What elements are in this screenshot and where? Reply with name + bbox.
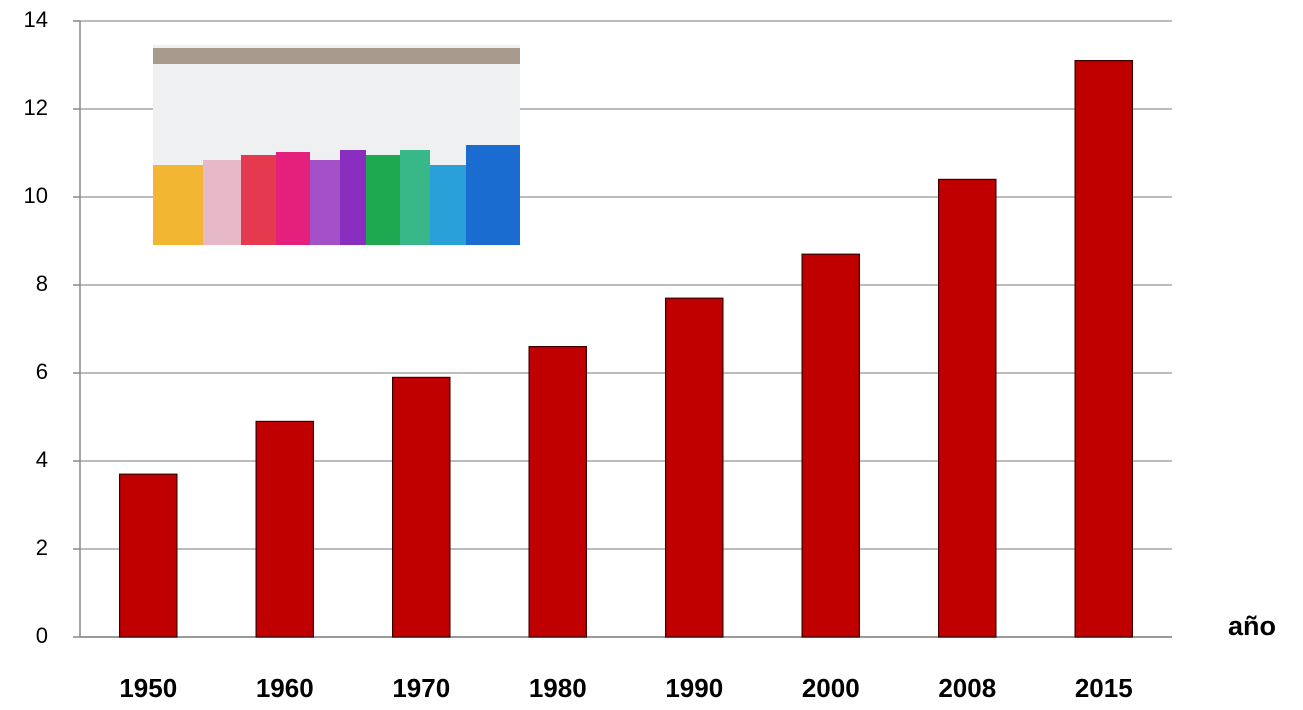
- y-tick-label: 0: [36, 623, 48, 648]
- bar: [666, 298, 723, 637]
- chart: año 0 2 4 6 8 10 12 14 1950 1960 1970 1980 1990 2000 2…: [0, 0, 1303, 705]
- bar: [393, 377, 450, 637]
- y-tick-label: 8: [36, 271, 48, 296]
- x-tick-label: 1960: [256, 673, 314, 703]
- bar: [120, 474, 177, 637]
- x-tick-label: 2000: [802, 673, 860, 703]
- x-axis-label: año: [1228, 611, 1276, 641]
- y-tick-label: 12: [24, 95, 48, 120]
- x-tick-label: 2008: [938, 673, 996, 703]
- x-tick-label: 1950: [119, 673, 177, 703]
- bar: [939, 179, 996, 637]
- y-tick-label: 2: [36, 535, 48, 560]
- y-tick-label: 4: [36, 447, 48, 472]
- x-tick-label: 1990: [665, 673, 723, 703]
- x-tick-label: 2015: [1075, 673, 1133, 703]
- x-tick-label: 1970: [392, 673, 450, 703]
- bar: [802, 254, 859, 637]
- y-tick-label: 10: [24, 183, 48, 208]
- bar: [256, 421, 313, 637]
- bar: [1075, 61, 1132, 637]
- y-tick-label: 14: [24, 7, 48, 32]
- bar: [529, 347, 586, 637]
- clothes-picture: [153, 45, 520, 245]
- x-tick-label: 1980: [529, 673, 587, 703]
- y-tick-label: 6: [36, 359, 48, 384]
